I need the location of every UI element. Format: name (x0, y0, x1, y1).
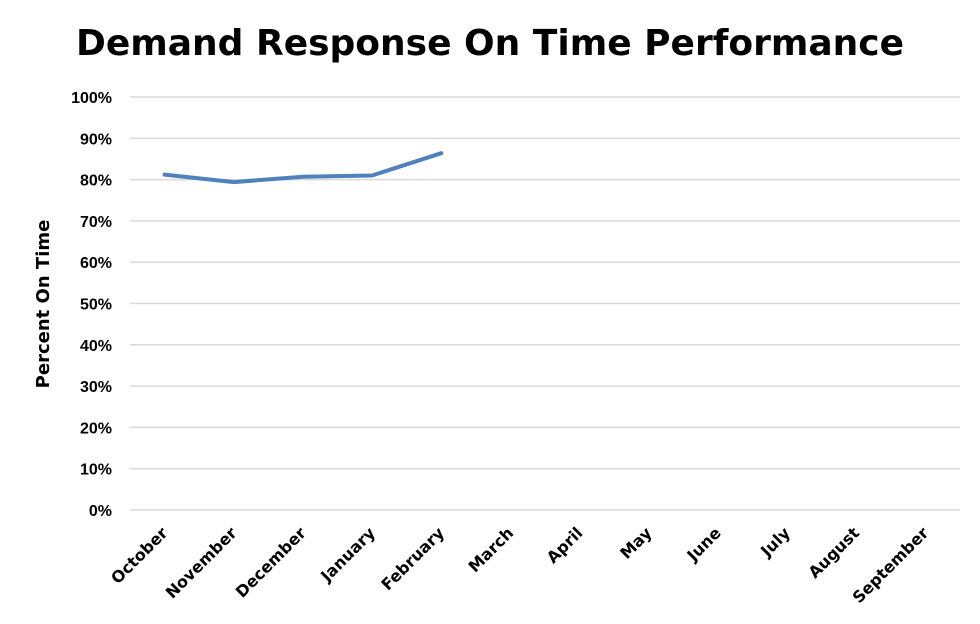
series-line-0 (162, 151, 444, 185)
x-tick-label-june: June (683, 523, 725, 565)
gridlines (130, 96, 960, 511)
x-tick-label-july: July (756, 523, 794, 561)
y-tick-label-0: 0% (89, 503, 112, 520)
y-tick-label-100: 100% (71, 90, 112, 107)
y-tick-label-30: 30% (80, 379, 112, 396)
x-tick-label-november: November (162, 523, 241, 602)
y-tick-label-80: 80% (80, 173, 112, 190)
y-tick-label-70: 70% (80, 214, 112, 231)
x-tick-label-october: October (107, 523, 171, 587)
y-tick-label-40: 40% (80, 338, 112, 355)
series-layer (162, 151, 444, 185)
y-tick-label-90: 90% (80, 131, 112, 148)
y-tick-label-50: 50% (80, 297, 112, 314)
x-tick-label-august: August (805, 523, 864, 582)
x-tick-label-april: April (543, 523, 587, 567)
chart-title: Demand Response On Time Performance (76, 23, 904, 64)
y-tick-label-10: 10% (80, 462, 112, 479)
x-tick-label-may: May (616, 523, 656, 563)
x-tick-label-january: January (316, 523, 379, 586)
y-axis-label: Percent On Time (33, 220, 54, 389)
y-tick-label-20: 20% (80, 420, 112, 437)
y-tick-label-60: 60% (80, 255, 112, 272)
x-tick-label-december: December (232, 523, 310, 601)
x-tick-label-march: March (465, 523, 518, 576)
x-tick-label-february: February (377, 523, 448, 594)
y-axis-ticks: 0% 10% 20% 30% 40% 50% 60% 70% 80% 90% 100% (71, 90, 112, 520)
